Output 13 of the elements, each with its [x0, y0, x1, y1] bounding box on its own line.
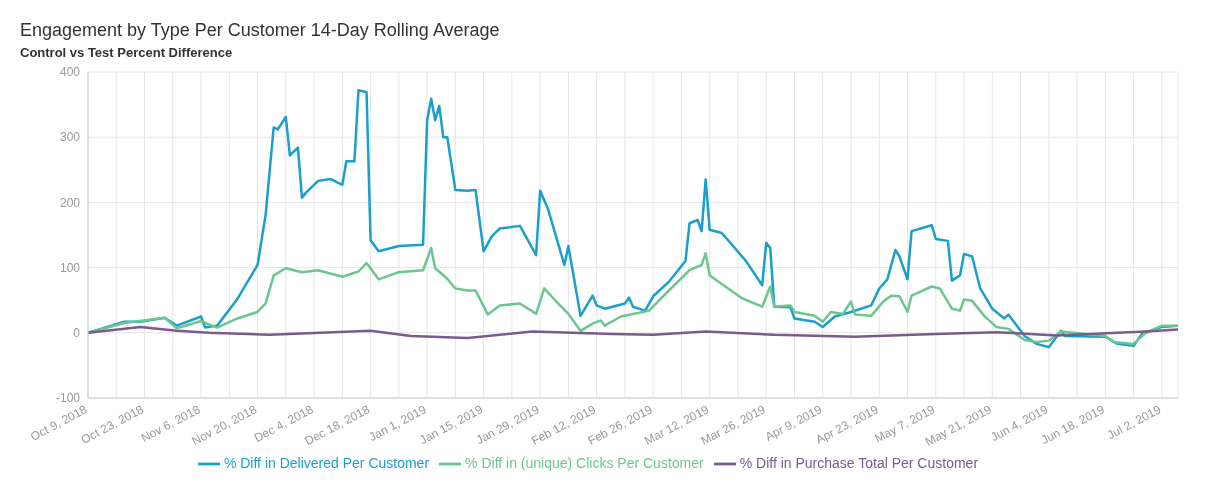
- y-tick-label: 100: [59, 260, 81, 275]
- y-tick-label: 300: [59, 130, 81, 145]
- x-tick-label: Jul 2, 2019: [1104, 402, 1164, 443]
- legend-label: % Diff in Delivered Per Customer: [223, 454, 430, 471]
- y-tick-label: 0: [73, 326, 81, 341]
- chart-subtitle: Control vs Test Percent Difference: [19, 44, 234, 60]
- legend-label: % Diff in (unique) Clicks Per Customer: [465, 454, 704, 471]
- legend-label: % Diff in Purchase Total Per Customer: [739, 454, 979, 471]
- y-tick-label: -100: [55, 391, 81, 406]
- chart-title: Engagement by Type Per Customer 14-Day Rolling Average: [19, 19, 501, 41]
- line-series: [88, 325, 1178, 340]
- y-tick-label: 200: [59, 195, 81, 210]
- y-tick-label: 400: [59, 65, 81, 80]
